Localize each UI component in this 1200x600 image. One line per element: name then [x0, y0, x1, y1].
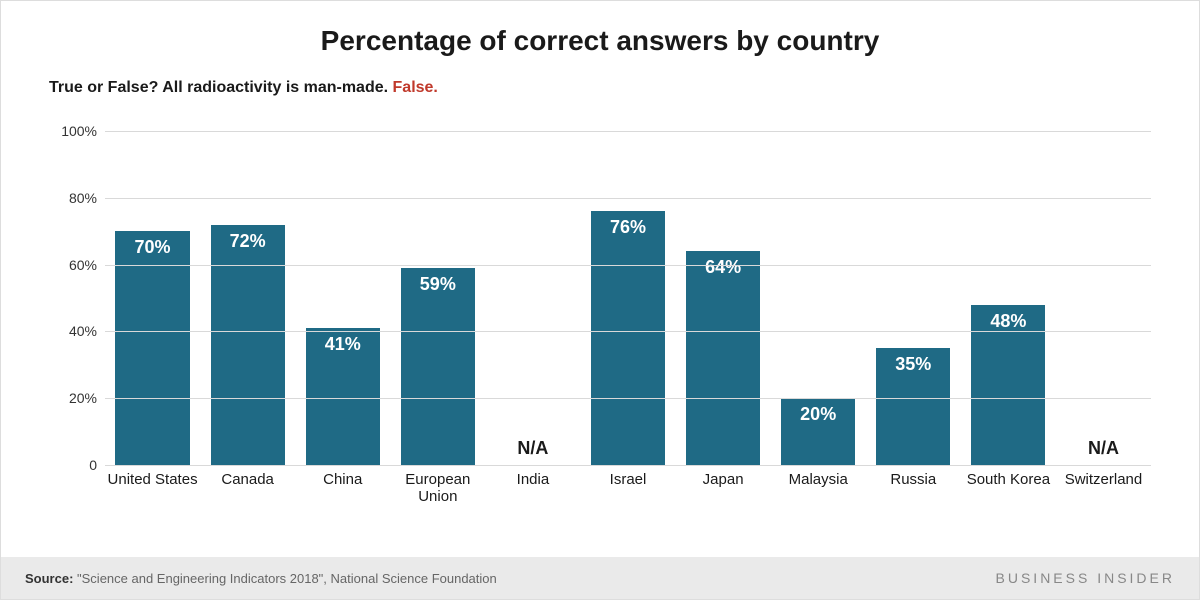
bar-slot: 48% [961, 131, 1056, 465]
x-tick-label: Japan [676, 465, 771, 509]
bar-value-label: 70% [115, 237, 189, 258]
chart-card: Percentage of correct answers by country… [0, 0, 1200, 600]
x-tick-label: Malaysia [771, 465, 866, 509]
x-tick-label: European Union [390, 465, 485, 509]
grid-line [105, 265, 1151, 266]
bar: 41% [306, 328, 380, 465]
y-tick-label: 0 [49, 457, 97, 473]
y-tick-label: 40% [49, 323, 97, 339]
bar-value-label: 35% [876, 354, 950, 375]
grid-line [105, 131, 1151, 132]
bar-value-label: 59% [401, 274, 475, 295]
chart-area: 70% 72% 41% 59% N/A 76% 64% 20% 35% 48% N/A United… [49, 131, 1151, 509]
bar: 35% [876, 348, 950, 465]
source-text: Source: "Science and Engineering Indicat… [25, 571, 497, 586]
bar: 59% [401, 268, 475, 465]
bar-slot: 59% [390, 131, 485, 465]
chart-title: Percentage of correct answers by country [1, 25, 1199, 57]
bar-slot: 41% [295, 131, 390, 465]
y-tick-label: 60% [49, 257, 97, 273]
bar: 64% [686, 251, 760, 465]
x-tick-label: Russia [866, 465, 961, 509]
grid-line [105, 331, 1151, 332]
x-axis-labels: United StatesCanadaChinaEuropean UnionIn… [105, 465, 1151, 509]
subtitle-answer: False. [393, 79, 438, 96]
x-tick-label: South Korea [961, 465, 1056, 509]
bar: 20% [781, 398, 855, 465]
source-label: Source: [25, 571, 77, 586]
y-tick-label: 100% [49, 123, 97, 139]
na-label: N/A [485, 438, 580, 459]
bar-value-label: 41% [306, 334, 380, 355]
bar-value-label: 20% [781, 404, 855, 425]
bar: 70% [115, 231, 189, 465]
bar-slot: N/A [1056, 131, 1151, 465]
x-tick-label: China [295, 465, 390, 509]
bar-slot: 20% [771, 131, 866, 465]
bar: 76% [591, 211, 665, 465]
x-tick-label: Canada [200, 465, 295, 509]
bars-container: 70% 72% 41% 59% N/A 76% 64% 20% 35% 48% N/A [105, 131, 1151, 465]
bar-slot: 72% [200, 131, 295, 465]
bar-value-label: 76% [591, 217, 665, 238]
subtitle-question: True or False? All radioactivity is man-… [49, 79, 393, 96]
bar-value-label: 48% [971, 311, 1045, 332]
bar-value-label: 64% [686, 257, 760, 278]
brand-logo: BUSINESS INSIDER [996, 570, 1175, 586]
grid-line [105, 198, 1151, 199]
bar-slot: N/A [485, 131, 580, 465]
x-tick-label: Switzerland [1056, 465, 1151, 509]
bar: 48% [971, 305, 1045, 465]
y-tick-label: 80% [49, 190, 97, 206]
footer-bar: Source: "Science and Engineering Indicat… [1, 557, 1199, 599]
chart-subtitle: True or False? All radioactivity is man-… [49, 79, 1199, 97]
bar-slot: 76% [580, 131, 675, 465]
bar-value-label: 72% [211, 231, 285, 252]
y-tick-label: 20% [49, 390, 97, 406]
bar-slot: 70% [105, 131, 200, 465]
x-tick-label: India [485, 465, 580, 509]
plot-area: 70% 72% 41% 59% N/A 76% 64% 20% 35% 48% N/A [105, 131, 1151, 465]
na-label: N/A [1056, 438, 1151, 459]
grid-line [105, 398, 1151, 399]
x-tick-label: Israel [580, 465, 675, 509]
bar: 72% [211, 225, 285, 465]
bar-slot: 35% [866, 131, 961, 465]
bar-slot: 64% [676, 131, 771, 465]
x-tick-label: United States [105, 465, 200, 509]
source-value: "Science and Engineering Indicators 2018… [77, 571, 497, 586]
